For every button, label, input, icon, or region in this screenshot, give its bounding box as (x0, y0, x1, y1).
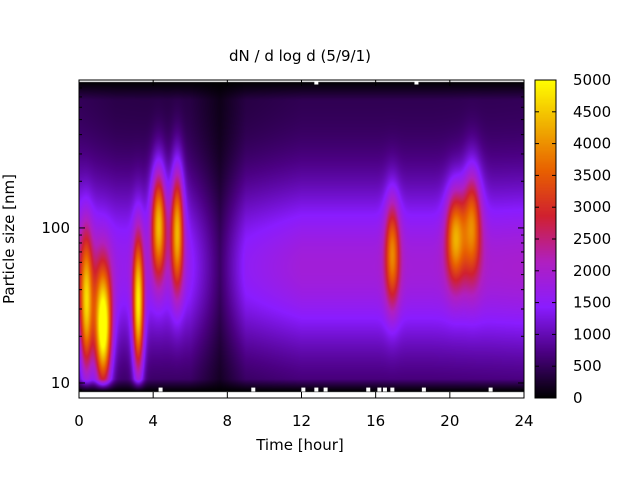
missing-data-gap (314, 387, 319, 392)
y-tick-label: 10 (51, 374, 70, 392)
x-axis-label: Time [hour] (255, 436, 344, 454)
colorbar-tick-label: 1000 (573, 325, 611, 343)
colorbar-tick-label: 2500 (573, 230, 611, 248)
x-tick-label: 20 (440, 412, 459, 430)
y-tick-label: 100 (41, 219, 70, 237)
missing-data-gap (323, 387, 328, 392)
colorbar-tick-label: 4000 (573, 135, 611, 153)
missing-data-gap (421, 387, 426, 392)
missing-data-gap (390, 387, 395, 392)
missing-data-gap (366, 387, 371, 392)
x-tick-label: 8 (223, 412, 233, 430)
x-tick-label: 4 (148, 412, 158, 430)
x-tick-label: 0 (74, 412, 84, 430)
heatmap-image (79, 80, 524, 398)
missing-data-gap (488, 387, 493, 392)
missing-data-gap (377, 387, 382, 392)
x-tick-label: 16 (366, 412, 385, 430)
x-axis-ticks: 0 4 8 12 16 20 24 (74, 80, 534, 430)
y-axis-ticks: 10 100 (41, 79, 524, 399)
colorbar-ticks: 0 500 1000 1500 2000 2500 3000 3500 4000 4500 5000 (535, 71, 611, 407)
colorbar-tick-label: 1500 (573, 294, 611, 312)
missing-data-gap (314, 80, 319, 85)
colorbar-tick-label: 0 (573, 389, 583, 407)
colorbar-tick-label: 2000 (573, 262, 611, 280)
colorbar-tick-label: 4500 (573, 103, 611, 121)
missing-data-gap (414, 80, 419, 85)
missing-data-gap (251, 387, 256, 392)
colorbar-tick-label: 3000 (573, 198, 611, 216)
missing-data-gap (382, 387, 387, 392)
colorbar: 0 500 1000 1500 2000 2500 3000 3500 4000 4500 5000 (534, 71, 611, 407)
colorbar-gradient (535, 80, 556, 398)
colorbar-tick-label: 500 (573, 357, 602, 375)
x-tick-label: 24 (514, 412, 533, 430)
colorbar-tick-label: 3500 (573, 166, 611, 184)
colorbar-tick-label: 5000 (573, 71, 611, 89)
chart-title: dN / d log d (5/9/1) (229, 47, 371, 65)
missing-data-gap (301, 387, 306, 392)
missing-data-gap (158, 387, 163, 392)
x-tick-label: 12 (292, 412, 311, 430)
heatmap-plot-area (79, 80, 524, 398)
y-axis-label: Particle size [nm] (0, 174, 18, 304)
